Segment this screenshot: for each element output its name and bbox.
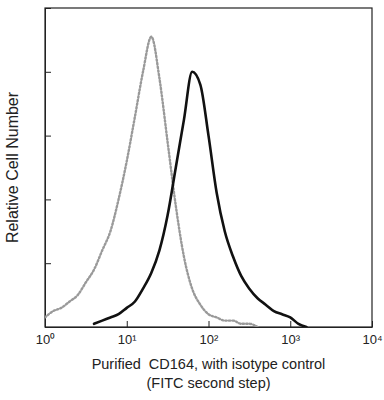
histogram-line: [45, 37, 258, 327]
x-tick-label: 10²: [200, 332, 219, 347]
x-tick: 10²: [200, 321, 219, 347]
x-tick-mark: [290, 321, 291, 327]
y-tick-mark: [45, 8, 51, 9]
x-tick-label: 10⁴: [362, 332, 382, 347]
x-tick-mark: [127, 321, 128, 327]
x-axis-title: Purified CD164, with isotype control: [92, 356, 326, 372]
y-tick: [45, 263, 51, 264]
y-tick-mark: [45, 263, 51, 264]
chart: 10⁰ 10¹ 10² 10³ 10⁴ Relative Cell Number Purif…: [0, 0, 384, 400]
x-tick: 10¹: [118, 321, 137, 347]
x-axis-title: (FITC second step): [146, 375, 270, 391]
x-axis: 10⁰ 10¹ 10² 10³ 10⁴: [36, 321, 383, 347]
x-tick: 10⁴: [362, 321, 382, 347]
x-tick-label: 10¹: [118, 332, 137, 347]
y-tick-mark: [45, 136, 51, 137]
y-tick: [45, 136, 51, 137]
y-axis-line: [45, 9, 46, 328]
x-tick-mark: [209, 321, 210, 327]
y-tick: [45, 72, 51, 73]
y-tick: [45, 8, 51, 9]
y-axis-title: Relative Cell Number: [4, 91, 21, 243]
x-tick-label: 10⁰: [36, 332, 55, 347]
x-tick-label: 10³: [281, 332, 300, 347]
series-group: [45, 37, 306, 327]
plot: 10⁰ 10¹ 10² 10³ 10⁴: [36, 8, 383, 347]
histogram-line: [94, 72, 306, 327]
x-axis-line: [46, 327, 373, 328]
y-tick-mark: [45, 199, 51, 200]
y-tick-mark: [45, 327, 51, 328]
y-tick: [45, 199, 51, 200]
y-tick-mark: [45, 72, 51, 73]
y-axis: [45, 9, 51, 328]
x-tick-mark: [372, 321, 373, 327]
plot-frame: [45, 8, 372, 327]
y-tick: [45, 327, 51, 328]
